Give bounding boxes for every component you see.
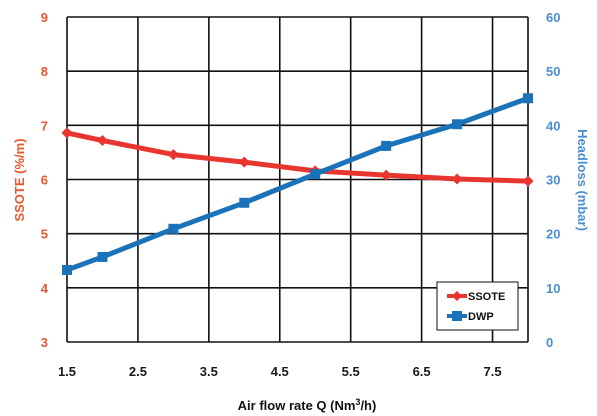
y-left-tick-label: 4 [41, 281, 49, 296]
series-line-ssote [66, 130, 529, 184]
y-left-tick-label: 7 [41, 118, 48, 133]
series-line-dwp [66, 95, 529, 273]
data-point-ssote [451, 173, 463, 185]
y-left-tick-label: 8 [41, 64, 48, 79]
x-tick-label: 2.5 [129, 364, 147, 379]
data-point-ssote [61, 127, 73, 139]
tick-labels: 3 4 5 6 7 8 9 0 10 20 30 40 50 60 1.5 2.5 3.5 4.5 5.5 6.5 7.… [41, 10, 561, 379]
y-right-tick-label: 30 [546, 173, 560, 188]
series-layer [61, 93, 534, 275]
data-point-ssote [167, 149, 179, 161]
y-left-tick-label: 9 [41, 10, 48, 25]
legend-box [436, 281, 519, 331]
x-axis-title-main: Air flow rate Q (Nm [238, 398, 356, 413]
data-point-dwp [62, 264, 72, 275]
y-right-tick-label: 60 [546, 10, 560, 25]
data-point-dwp [310, 169, 321, 180]
x-axis-title-end: /h) [360, 398, 376, 413]
x-tick-label: 7.5 [483, 364, 501, 379]
data-point-ssote [238, 156, 250, 168]
legend-dwp-marker [452, 311, 462, 321]
x-axis-title-sup: 3 [355, 397, 360, 407]
data-point-dwp [239, 197, 250, 208]
data-point-dwp [168, 223, 179, 234]
data-point-dwp [523, 93, 533, 104]
data-point-ssote [380, 169, 392, 181]
x-tick-label: 3.5 [200, 364, 218, 379]
legend: SSOTE DWP [436, 281, 519, 331]
y-axis-right-title: Headloss (mbar) [575, 129, 590, 231]
data-point-ssote [96, 135, 108, 146]
x-tick-label: 6.5 [413, 364, 431, 379]
legend-ssote-label: SSOTE [468, 291, 505, 303]
y-right-tick-label: 10 [546, 281, 560, 296]
y-left-tick-label: 5 [41, 227, 48, 242]
data-point-dwp [381, 140, 392, 151]
y-right-tick-label: 40 [546, 118, 560, 133]
legend-ssote-marker [452, 291, 462, 301]
y-right-tick-label: 50 [546, 64, 560, 79]
y-left-tick-label: 6 [41, 173, 48, 188]
x-tick-label: 1.5 [58, 364, 76, 379]
data-point-dwp [97, 251, 108, 262]
data-point-ssote [522, 175, 534, 187]
x-tick-label: 5.5 [342, 364, 360, 379]
y-axis-left-title: SSOTE (%/m) [12, 138, 27, 221]
legend-dwp-label: DWP [468, 311, 494, 323]
y-right-tick-label: 20 [546, 227, 560, 242]
x-axis-title: Air flow rate Q (Nm3/h) [238, 397, 377, 413]
x-tick-label: 4.5 [271, 364, 289, 379]
y-left-tick-label: 3 [41, 335, 48, 350]
data-point-dwp [452, 119, 463, 130]
y-right-tick-label: 0 [546, 335, 553, 350]
